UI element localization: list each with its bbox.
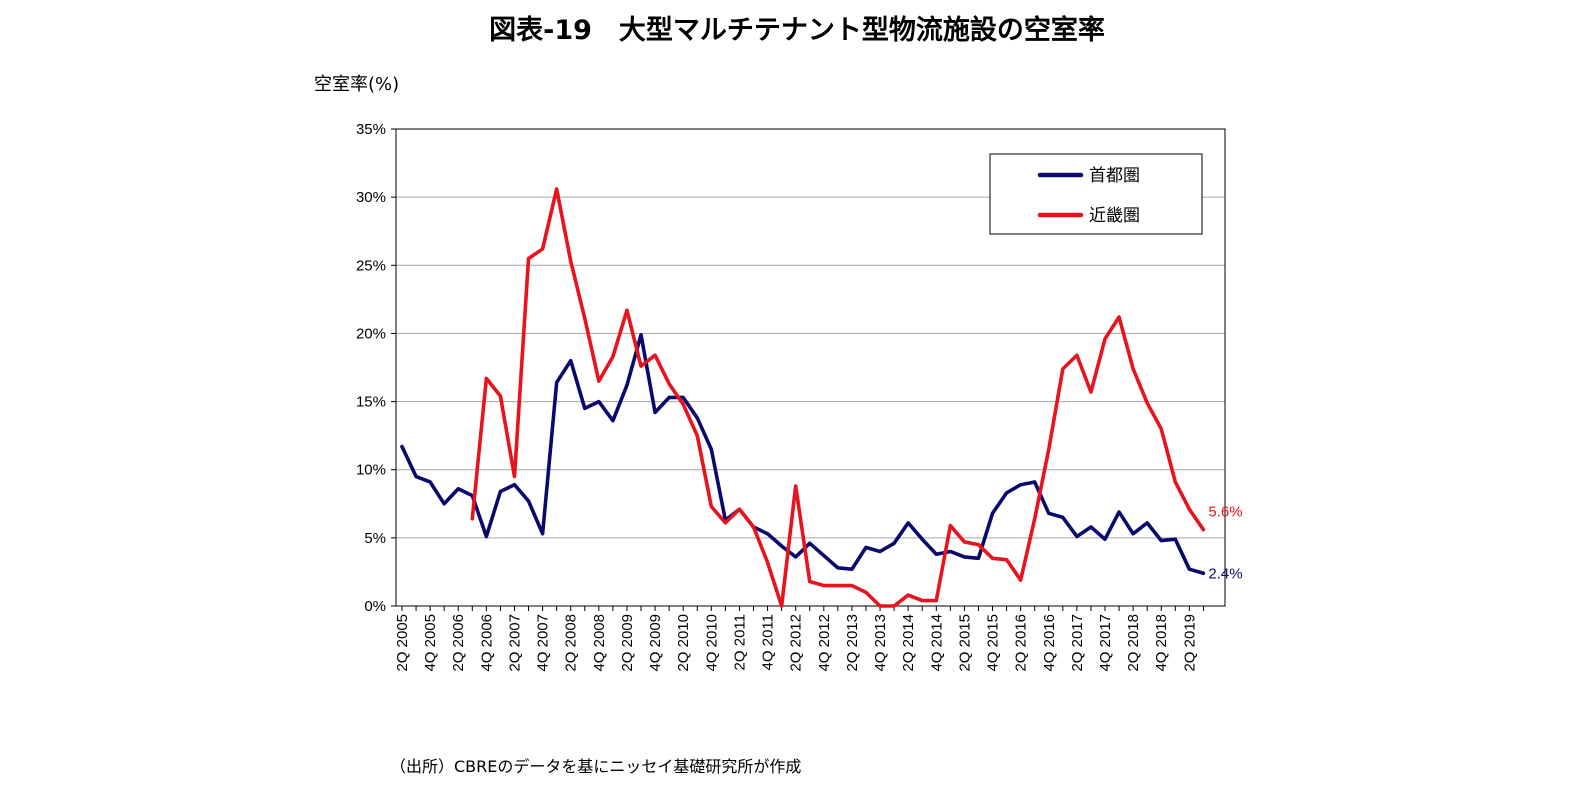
x-tick-label: 2Q 2006 [450,614,467,672]
y-axis-label: 空室率(%) [314,74,399,95]
legend-label-tokyo: 首都圏 [1089,166,1140,186]
x-tick-label: 2Q 2014 [900,614,917,672]
y-tick-label: 35% [356,121,386,138]
x-axis-ticks: 2Q 2005 4Q 2005 2Q 2006 4Q 2006 2Q 2007 4Q 20… [394,606,1204,672]
plot-area [395,128,1226,607]
x-tick-label: 4Q 2009 [647,614,664,672]
x-tick-label: 4Q 2013 [872,614,889,672]
x-tick-label: 4Q 2016 [1041,614,1058,672]
x-tick-label: 2Q 2019 [1181,614,1198,672]
x-tick-label: 4Q 2015 [985,614,1002,672]
x-tick-label: 2Q 2011 [731,614,748,670]
x-tick-label: 4Q 2018 [1153,614,1170,672]
x-tick-label: 2Q 2018 [1125,614,1142,672]
chart-title: 図表-19 大型マルチテナント型物流施設の空室率 [489,14,1105,46]
x-tick-label: 4Q 2008 [591,614,608,672]
series-line-tokyo [400,332,1206,576]
x-tick-label: 4Q 2006 [478,614,495,672]
end-label-kinki: 5.6% [1208,504,1242,521]
x-tick-label: 4Q 2010 [703,614,720,672]
x-tick-label: 4Q 2005 [422,614,439,672]
x-tick-label: 2Q 2016 [1013,614,1030,672]
x-tick-label: 4Q 2017 [1097,614,1114,672]
end-labels: 2.4% 5.6% [1208,504,1242,583]
series-lines [400,187,1206,608]
x-tick-label: 4Q 2007 [535,614,552,672]
y-tick-label: 15% [356,394,386,411]
y-axis-ticks: 0% 5% 10% 15% 20% 25% 30% 35% [356,121,396,615]
x-tick-label: 4Q 2011 [760,614,777,670]
x-tick-label: 2Q 2017 [1069,614,1086,672]
y-tick-label: 10% [356,462,386,479]
x-tick-label: 2Q 2013 [844,614,861,672]
source-note: （出所）CBREのデータを基にニッセイ基礎研究所が作成 [390,757,801,776]
legend-box [989,153,1203,235]
y-tick-label: 30% [356,189,386,206]
y-tick-label: 25% [356,257,386,274]
x-tick-label: 2Q 2008 [563,614,580,672]
y-tick-label: 20% [356,325,386,342]
x-tick-label: 2Q 2007 [506,614,523,672]
y-tick-label: 0% [364,598,386,615]
y-tick-label: 5% [364,530,386,547]
x-tick-label: 2Q 2005 [394,614,411,672]
legend: 首都圏 近畿圏 [989,153,1203,235]
end-label-tokyo: 2.4% [1208,565,1242,582]
x-tick-label: 2Q 2009 [619,614,636,672]
x-tick-label: 2Q 2010 [675,614,692,672]
x-tick-label: 4Q 2012 [816,614,833,672]
x-tick-label: 2Q 2015 [956,614,973,672]
gridlines [396,196,1225,539]
x-tick-label: 2Q 2012 [788,614,805,672]
x-tick-label: 4Q 2014 [928,614,945,672]
series-line-kinki [470,187,1206,608]
legend-label-kinki: 近畿圏 [1089,206,1140,226]
